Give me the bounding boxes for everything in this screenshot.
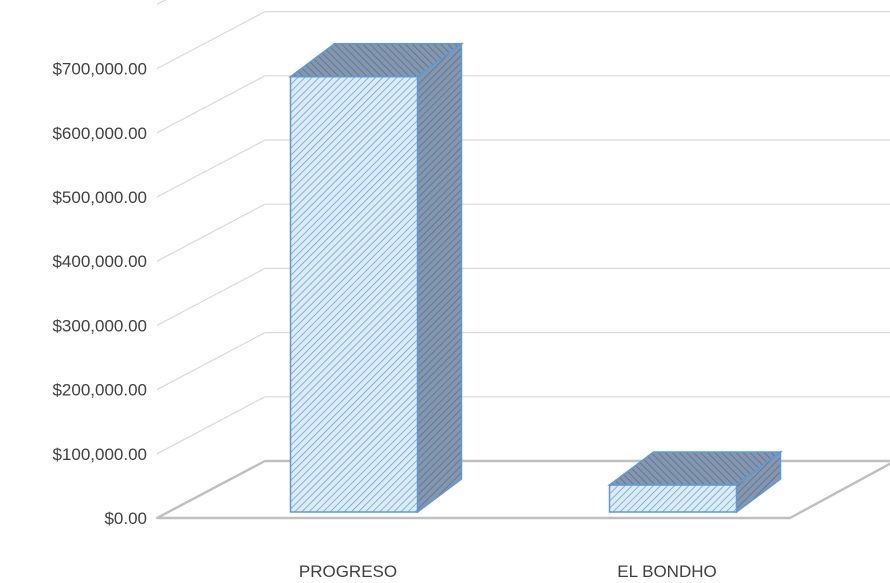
gridline xyxy=(156,396,890,455)
gridline xyxy=(156,332,890,391)
bar-el-bondho xyxy=(607,450,783,514)
gridline xyxy=(156,203,890,262)
floor-outline xyxy=(155,459,890,520)
bars xyxy=(288,42,783,514)
gridline xyxy=(156,139,890,198)
x-axis-category-labels: PROGRESO EL BONDHO xyxy=(299,562,717,581)
y-tick-label: $200,000.00 xyxy=(52,381,147,400)
y-tick-label: $700,000.00 xyxy=(52,60,147,79)
chart-floor xyxy=(155,459,890,520)
bar-side-face xyxy=(416,42,463,514)
x-category-label: EL BONDHO xyxy=(617,562,717,581)
y-tick-label: $600,000.00 xyxy=(52,124,147,143)
y-tick-label: $0.00 xyxy=(104,509,147,528)
bar-progreso xyxy=(288,42,464,514)
y-tick-label: $500,000.00 xyxy=(52,188,147,207)
y-tick-label: $100,000.00 xyxy=(52,445,147,464)
gridlines xyxy=(156,0,890,455)
gridline xyxy=(156,75,890,134)
gridline xyxy=(156,0,167,5)
y-tick-label: $300,000.00 xyxy=(52,316,147,335)
gridline xyxy=(156,11,890,70)
x-category-label: PROGRESO xyxy=(299,562,397,581)
y-tick-label: $400,000.00 xyxy=(52,252,147,271)
y-axis-tick-labels: $0.00 $100,000.00 $200,000.00 $300,000.00 $4… xyxy=(52,60,147,528)
bar-front-face xyxy=(289,75,419,513)
bar-front-face xyxy=(608,484,738,513)
gridline xyxy=(156,267,890,326)
